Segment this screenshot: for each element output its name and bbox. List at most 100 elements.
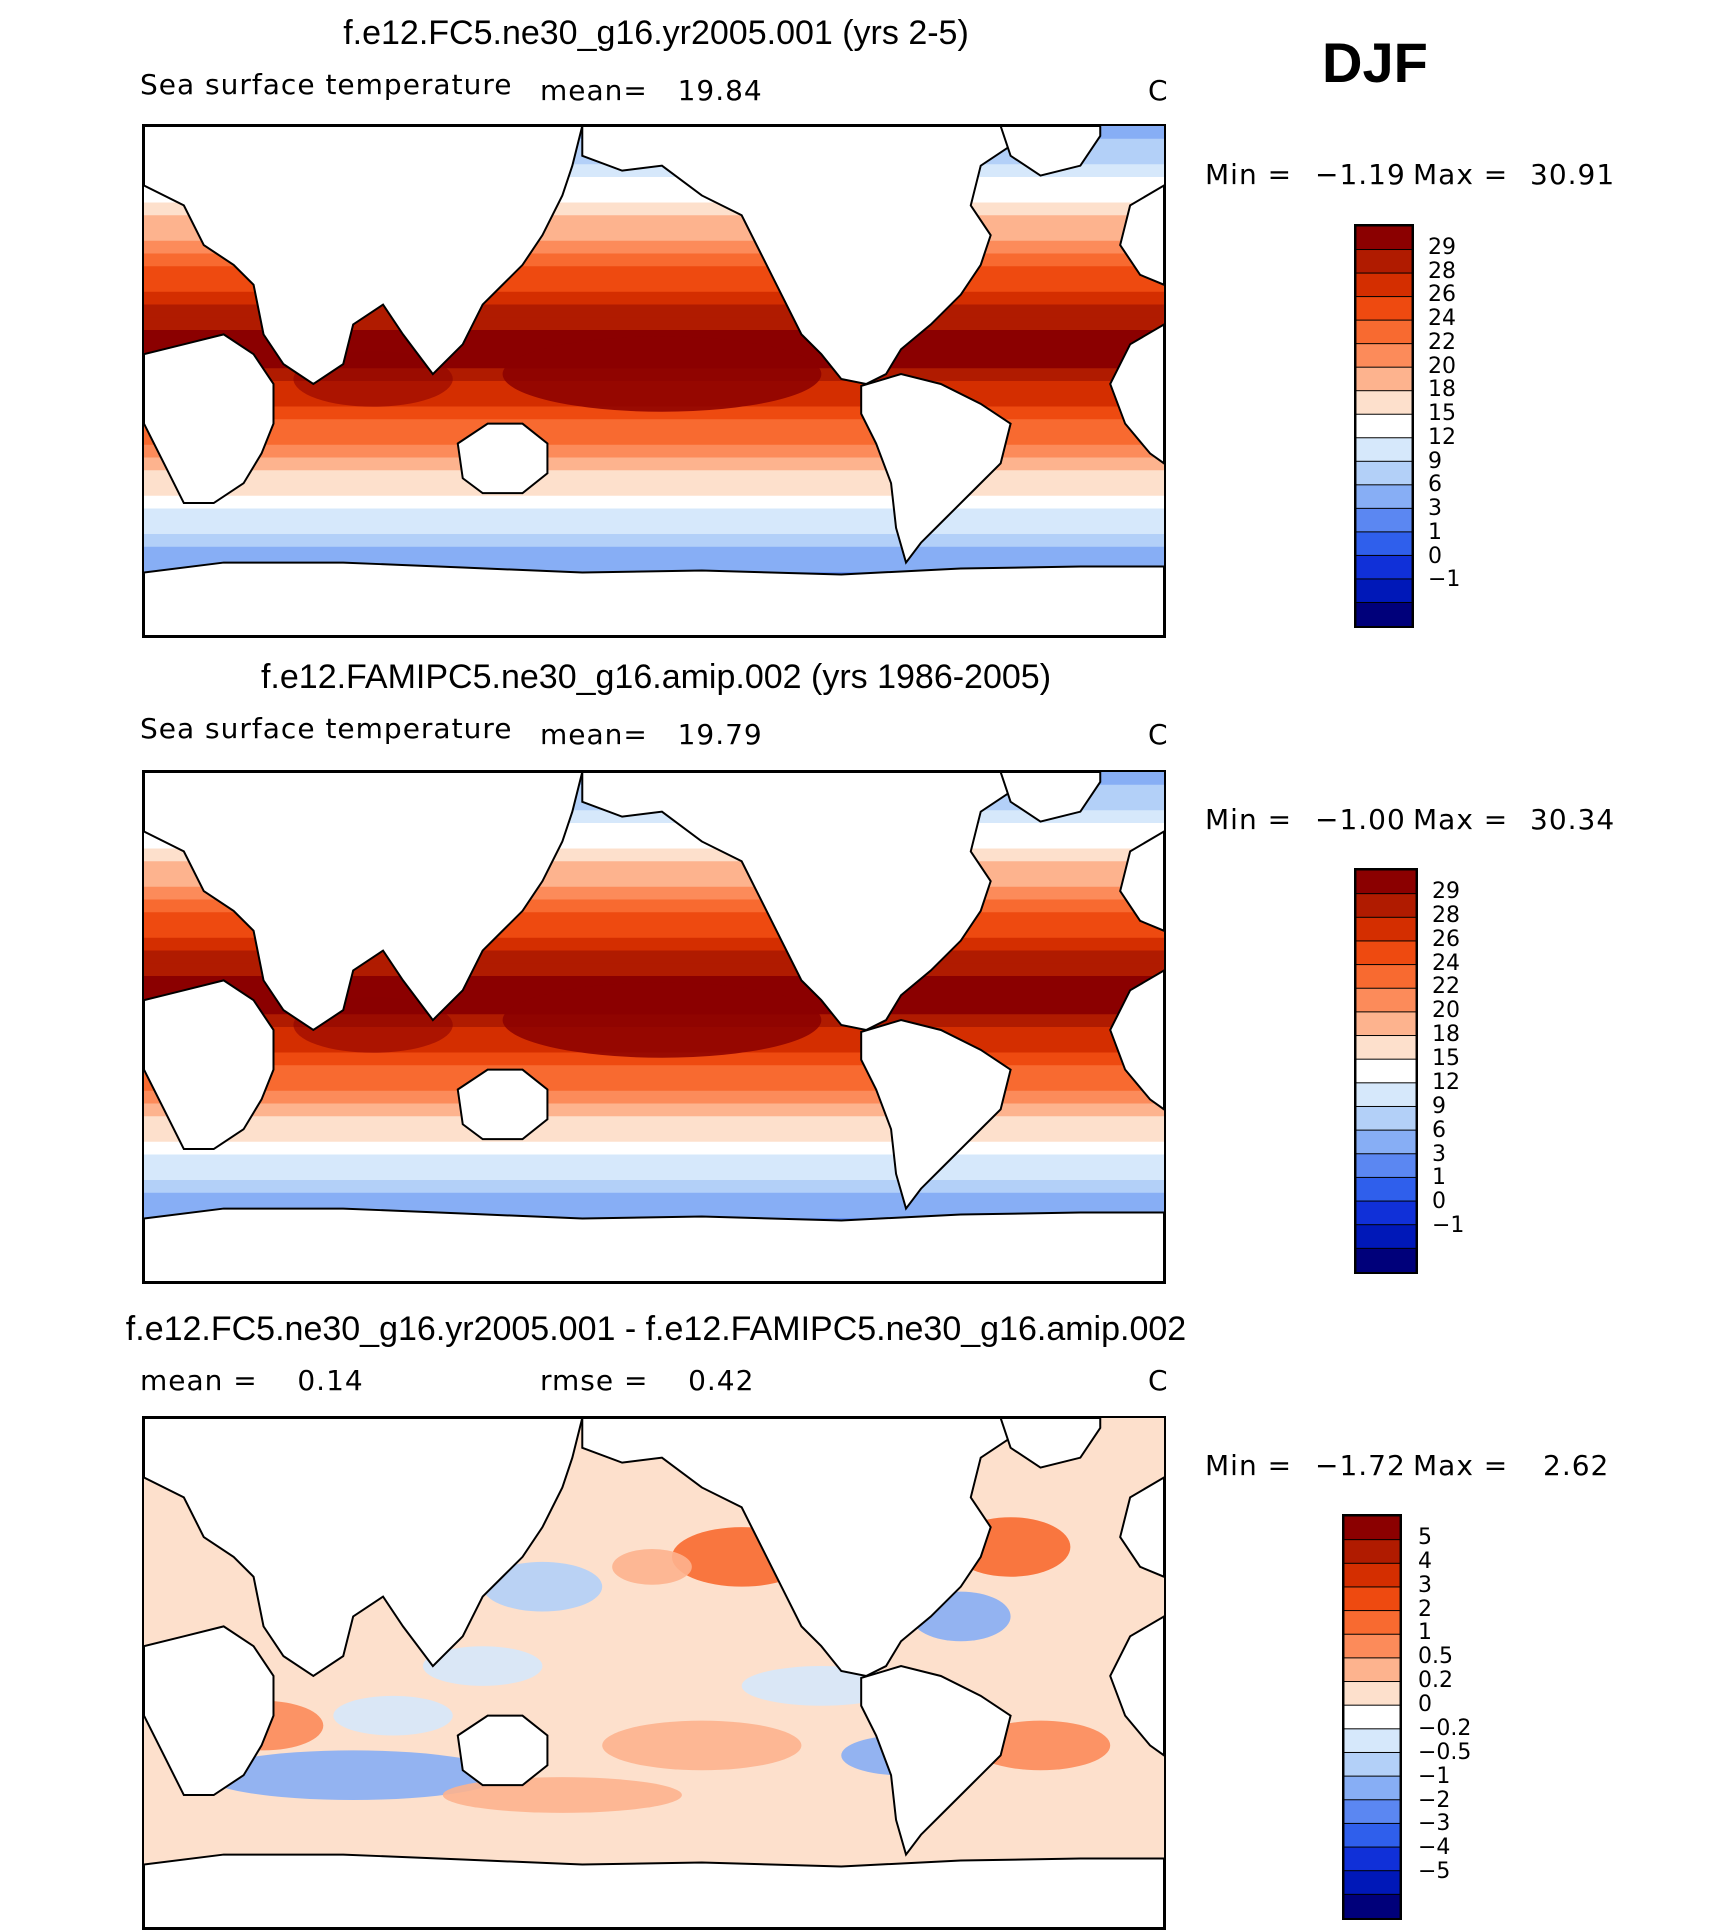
panel-3-title: f.e12.FC5.ne30_g16.yr2005.001 - f.e12.FA… <box>125 1310 1187 1348</box>
colorbar-tick-label: 0.5 <box>1418 1644 1453 1670</box>
panel-3-map <box>142 1416 1166 1930</box>
colorbar-swatch <box>1344 1562 1400 1588</box>
colorbar-swatch <box>1356 1011 1416 1037</box>
colorbar-swatch <box>1344 1870 1400 1896</box>
colorbar-tick-label: 2 <box>1418 1596 1432 1622</box>
colorbar-swatch <box>1344 1657 1400 1683</box>
world-map-sst-icon <box>144 126 1164 636</box>
panel-3-colorbar <box>1342 1514 1402 1920</box>
colorbar-swatch <box>1344 1775 1400 1801</box>
panel-1-min-label: Min = <box>1205 158 1293 191</box>
panel-2-min-label: Min = <box>1205 803 1293 836</box>
panel-3-unit-label: C <box>1148 1364 1169 1397</box>
colorbar-swatch <box>1344 1751 1400 1778</box>
colorbar-swatch <box>1344 1728 1400 1754</box>
colorbar-swatch <box>1356 601 1412 626</box>
colorbar-tick-label: −3 <box>1418 1811 1451 1837</box>
colorbar-tick-label: 1 <box>1428 519 1442 545</box>
colorbar-swatch <box>1356 1105 1416 1132</box>
colorbar-swatch <box>1356 1200 1416 1226</box>
colorbar-swatch <box>1356 272 1412 298</box>
colorbar-swatch <box>1356 916 1416 942</box>
panel-3-mean-label: mean = 0.14 <box>140 1364 364 1397</box>
colorbar-tick-label: 9 <box>1428 448 1442 474</box>
colorbar-swatch <box>1344 1610 1400 1636</box>
colorbar-tick-label: 6 <box>1428 472 1442 498</box>
colorbar-tick-label: 15 <box>1432 1046 1460 1072</box>
colorbar-tick-label: 0 <box>1418 1692 1432 1718</box>
colorbar-tick-label: −0.2 <box>1418 1715 1472 1741</box>
panel-2-map <box>142 770 1166 1284</box>
colorbar-swatch <box>1356 1129 1416 1155</box>
colorbar-swatch <box>1344 1633 1400 1659</box>
colorbar-swatch <box>1356 964 1416 990</box>
colorbar-tick-label: 24 <box>1432 950 1460 976</box>
panel-2-max-value: 30.34 <box>1530 803 1616 836</box>
colorbar-tick-label: −1 <box>1428 567 1461 593</box>
colorbar-swatch <box>1356 249 1412 275</box>
colorbar-tick-label: 12 <box>1428 424 1456 450</box>
colorbar-tick-label: 15 <box>1428 401 1456 427</box>
panel-1-mean-label: mean= 19.84 <box>540 74 763 107</box>
panel-2-title: f.e12.FAMIPC5.ne30_g16.amip.002 (yrs 198… <box>260 658 1052 696</box>
panel-1-colorbar <box>1354 224 1414 628</box>
colorbar-tick-label: 9 <box>1432 1093 1446 1119</box>
colorbar-swatch <box>1344 1799 1400 1825</box>
colorbar-tick-label: −2 <box>1418 1787 1451 1813</box>
colorbar-tick-label: 26 <box>1432 926 1460 952</box>
colorbar-tick-label: −1 <box>1432 1213 1465 1239</box>
colorbar-tick-label: 22 <box>1432 974 1460 1000</box>
colorbar-tick-label: 5 <box>1418 1524 1432 1550</box>
colorbar-swatch <box>1344 1822 1400 1849</box>
colorbar-tick-label: 18 <box>1432 1022 1460 1048</box>
colorbar-tick-label: 29 <box>1432 878 1460 904</box>
colorbar-swatch <box>1356 531 1412 557</box>
colorbar-swatch <box>1356 1058 1416 1084</box>
colorbar-swatch <box>1344 1516 1400 1541</box>
colorbar-tick-label: 3 <box>1432 1141 1446 1167</box>
colorbar-tick-label: 3 <box>1428 496 1442 522</box>
panel-1-max-value: 30.91 <box>1530 158 1616 191</box>
panel-3-max-value: 2.62 <box>1543 1449 1610 1482</box>
colorbar-swatch <box>1344 1681 1400 1707</box>
colorbar-swatch <box>1356 413 1412 439</box>
colorbar-swatch <box>1356 578 1412 604</box>
colorbar-swatch <box>1356 893 1416 919</box>
panel-2-mean-label: mean= 19.79 <box>540 718 763 751</box>
colorbar-tick-label: 0 <box>1428 543 1442 569</box>
colorbar-swatch <box>1344 1586 1400 1612</box>
colorbar-tick-label: 24 <box>1428 306 1456 332</box>
world-map-difference-icon <box>144 1418 1164 1928</box>
colorbar-swatch <box>1356 940 1416 966</box>
colorbar-swatch <box>1356 1224 1416 1250</box>
colorbar-swatch <box>1356 484 1412 510</box>
panel-2-unit-label: C <box>1148 718 1169 751</box>
colorbar-tick-label: 3 <box>1418 1572 1432 1598</box>
colorbar-swatch <box>1356 1176 1416 1203</box>
colorbar-tick-label: 0.2 <box>1418 1668 1453 1694</box>
colorbar-swatch <box>1356 507 1412 533</box>
colorbar-swatch <box>1356 460 1412 486</box>
panel-1-title: f.e12.FC5.ne30_g16.yr2005.001 (yrs 2-5) <box>343 14 969 52</box>
colorbar-tick-label: 22 <box>1428 329 1456 355</box>
panel-1-variable-label: Sea surface temperature <box>140 68 513 101</box>
colorbar-tick-label: 26 <box>1428 282 1456 308</box>
colorbar-swatch <box>1356 343 1412 369</box>
colorbar-swatch <box>1356 366 1412 392</box>
colorbar-swatch <box>1344 1704 1400 1730</box>
panel-3-min-label: Min = <box>1205 1449 1293 1482</box>
panel-3-rmse-label: rmse = 0.42 <box>540 1364 755 1397</box>
colorbar-tick-label: 4 <box>1418 1548 1432 1574</box>
world-map-sst-icon <box>144 772 1164 1282</box>
colorbar-tick-label: 18 <box>1428 377 1456 403</box>
colorbar-tick-label: 1 <box>1432 1165 1446 1191</box>
colorbar-tick-label: −5 <box>1418 1859 1451 1885</box>
colorbar-tick-label: 29 <box>1428 234 1456 260</box>
colorbar-swatch <box>1356 554 1412 580</box>
colorbar-tick-label: −4 <box>1418 1835 1451 1861</box>
colorbar-tick-label: 12 <box>1432 1069 1460 1095</box>
panel-1-map <box>142 124 1166 638</box>
colorbar-tick-label: 28 <box>1432 902 1460 928</box>
panel-1-unit-label: C <box>1148 74 1169 107</box>
panel-2-max-label: Max = <box>1413 803 1509 836</box>
